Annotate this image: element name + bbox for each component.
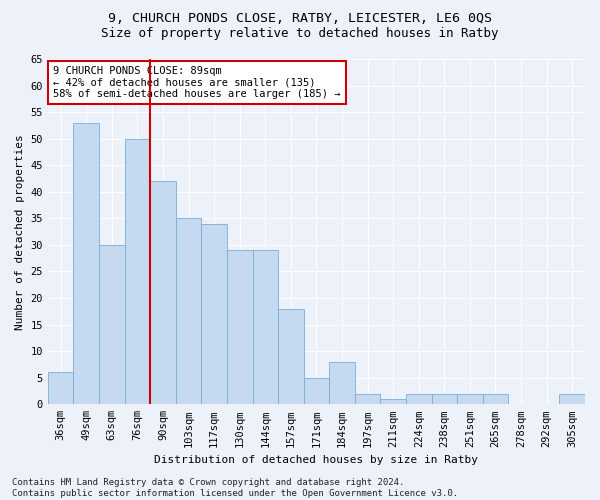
Bar	[355, 394, 380, 404]
Text: Contains HM Land Registry data © Crown copyright and database right 2024.
Contai: Contains HM Land Registry data © Crown c…	[12, 478, 458, 498]
Text: 9, CHURCH PONDS CLOSE, RATBY, LEICESTER, LE6 0QS: 9, CHURCH PONDS CLOSE, RATBY, LEICESTER,…	[108, 12, 492, 26]
Bar	[304, 378, 329, 404]
Bar	[482, 394, 508, 404]
Bar	[202, 224, 227, 404]
Bar	[559, 394, 585, 404]
Bar	[150, 181, 176, 404]
Bar	[176, 218, 202, 404]
Bar	[329, 362, 355, 405]
Text: Size of property relative to detached houses in Ratby: Size of property relative to detached ho…	[101, 28, 499, 40]
Bar	[253, 250, 278, 404]
Bar	[125, 138, 150, 404]
Bar	[99, 245, 125, 404]
Bar	[431, 394, 457, 404]
X-axis label: Distribution of detached houses by size in Ratby: Distribution of detached houses by size …	[154, 455, 478, 465]
Bar	[73, 122, 99, 404]
Text: 9 CHURCH PONDS CLOSE: 89sqm
← 42% of detached houses are smaller (135)
58% of se: 9 CHURCH PONDS CLOSE: 89sqm ← 42% of det…	[53, 66, 341, 99]
Y-axis label: Number of detached properties: Number of detached properties	[15, 134, 25, 330]
Bar	[406, 394, 431, 404]
Bar	[278, 308, 304, 404]
Bar	[380, 399, 406, 404]
Bar	[48, 372, 73, 404]
Bar	[457, 394, 482, 404]
Bar	[227, 250, 253, 404]
